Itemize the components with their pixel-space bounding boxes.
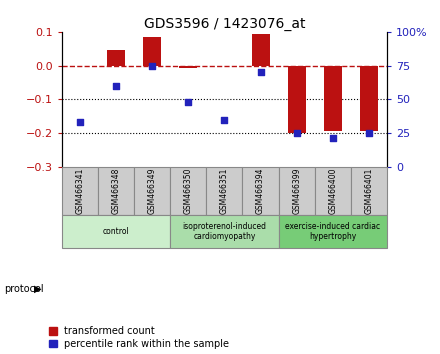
Text: protocol: protocol xyxy=(4,284,44,293)
Text: GSM466350: GSM466350 xyxy=(184,168,193,215)
Text: control: control xyxy=(103,227,129,236)
Text: GSM466401: GSM466401 xyxy=(365,168,374,214)
FancyBboxPatch shape xyxy=(134,167,170,216)
FancyBboxPatch shape xyxy=(62,216,170,248)
Text: GSM466394: GSM466394 xyxy=(256,168,265,215)
Point xyxy=(149,63,156,68)
Point xyxy=(185,99,192,105)
FancyBboxPatch shape xyxy=(279,216,387,248)
Text: isoproterenol-induced
cardiomyopathy: isoproterenol-induced cardiomyopathy xyxy=(183,222,266,241)
Text: GSM466400: GSM466400 xyxy=(328,168,337,215)
Bar xyxy=(179,65,197,68)
Point xyxy=(366,130,373,136)
Legend: transformed count, percentile rank within the sample: transformed count, percentile rank withi… xyxy=(49,326,229,349)
Point xyxy=(330,136,337,141)
Bar xyxy=(143,37,161,65)
Bar xyxy=(360,65,378,131)
FancyBboxPatch shape xyxy=(170,167,206,216)
Text: GSM466341: GSM466341 xyxy=(75,168,84,214)
FancyBboxPatch shape xyxy=(206,167,242,216)
FancyBboxPatch shape xyxy=(279,167,315,216)
Bar xyxy=(107,50,125,65)
Title: GDS3596 / 1423076_at: GDS3596 / 1423076_at xyxy=(143,17,305,31)
Text: exercise-induced cardiac
hypertrophy: exercise-induced cardiac hypertrophy xyxy=(286,222,381,241)
Point xyxy=(221,117,228,122)
Text: GSM466349: GSM466349 xyxy=(147,168,157,215)
FancyBboxPatch shape xyxy=(351,167,387,216)
Text: ▶: ▶ xyxy=(34,284,41,293)
FancyBboxPatch shape xyxy=(62,167,98,216)
Text: GSM466351: GSM466351 xyxy=(220,168,229,214)
Point xyxy=(112,83,119,89)
FancyBboxPatch shape xyxy=(315,167,351,216)
FancyBboxPatch shape xyxy=(242,167,279,216)
Bar xyxy=(324,65,342,131)
Point xyxy=(257,69,264,75)
Point xyxy=(76,119,83,125)
Text: GSM466348: GSM466348 xyxy=(111,168,121,214)
Bar xyxy=(288,65,306,133)
FancyBboxPatch shape xyxy=(98,167,134,216)
Point xyxy=(293,130,300,136)
FancyBboxPatch shape xyxy=(170,216,279,248)
Text: GSM466399: GSM466399 xyxy=(292,168,301,215)
Bar xyxy=(252,34,270,65)
